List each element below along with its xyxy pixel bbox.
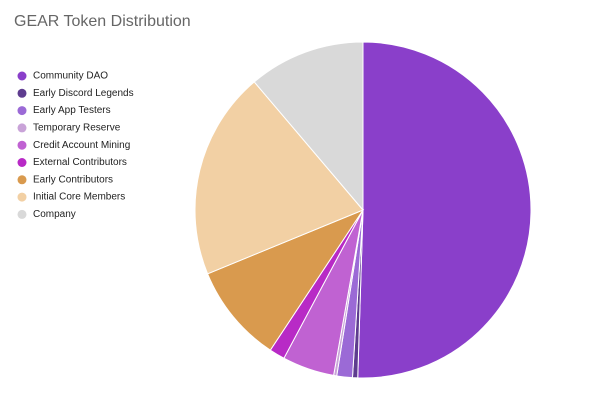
legend-label: Early App Testers: [33, 105, 111, 116]
legend-swatch: [17, 175, 27, 185]
chart-title: GEAR Token Distribution: [14, 13, 191, 30]
legend-label: Early Discord Legends: [33, 88, 134, 99]
legend-swatch: [17, 140, 27, 150]
legend-label: Credit Account Mining: [33, 140, 130, 151]
pie-slice: [357, 41, 532, 379]
legend-swatch: [17, 106, 27, 116]
legend-label: Community DAO: [33, 71, 108, 82]
legend-swatch: [17, 123, 27, 133]
legend-swatch: [17, 158, 27, 167]
pie-slice: [253, 41, 364, 212]
pie-slice: [206, 208, 365, 351]
legend-label: External Contributors: [33, 157, 127, 168]
pie-slice: [194, 81, 364, 275]
legend-swatch: [17, 209, 27, 219]
legend-label: Temporary Reserve: [33, 123, 121, 134]
legend-swatch: [17, 88, 27, 98]
legend-label: Initial Core Members: [33, 192, 125, 203]
legend-label: Company: [33, 209, 76, 220]
legend-swatch: [17, 192, 27, 202]
legend-label: Early Contributors: [33, 174, 113, 185]
legend-swatch: [17, 71, 27, 81]
